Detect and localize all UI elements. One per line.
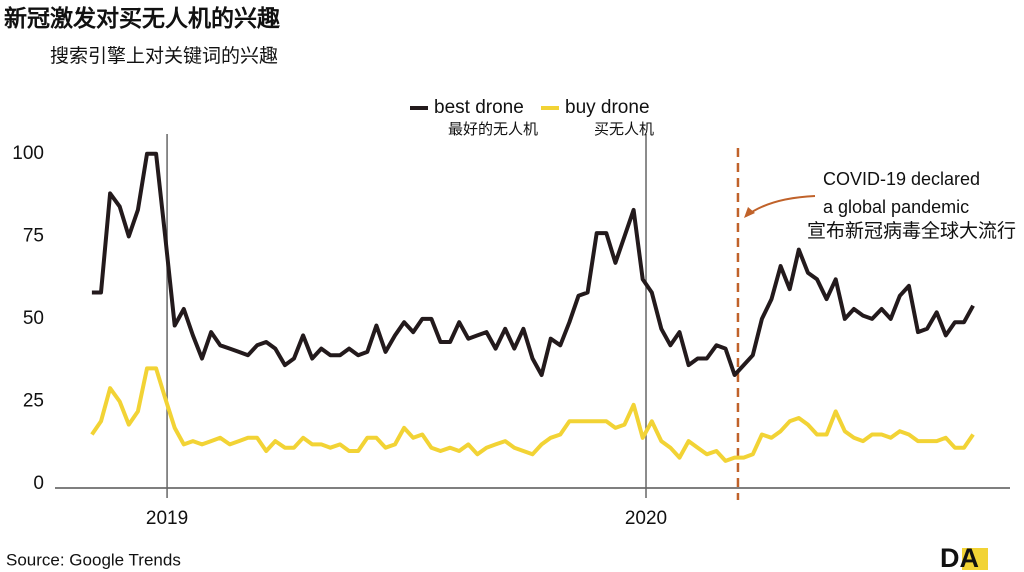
legend-label: best drone [434, 97, 524, 118]
legend-label-zh: 最好的无人机 [448, 121, 538, 138]
chart-subtitle: 搜索引擎上对关键词的兴趣 [50, 45, 278, 67]
x-tick-label: 2019 [146, 508, 188, 529]
y-tick-label: 0 [33, 473, 44, 494]
x-tick-label: 2020 [625, 508, 667, 529]
logo: DA [940, 543, 979, 572]
y-tick-label: 50 [23, 308, 44, 329]
logo-bg [962, 548, 988, 570]
annotation-arrow [745, 195, 816, 217]
event-label: COVID-19 declared [823, 169, 980, 189]
annotation-arrowhead [744, 207, 755, 218]
y-tick-label: 75 [23, 225, 44, 246]
series-line [90, 366, 975, 463]
legend-label-zh: 买无人机 [594, 121, 654, 138]
event-label: a global pandemic [823, 197, 969, 217]
series-line [91, 151, 975, 377]
source: Source: Google Trends [6, 550, 181, 569]
event-label-zh: 宣布新冠病毒全球大流行 [807, 220, 1016, 242]
y-tick-label: 100 [12, 143, 44, 164]
chart-title: 新冠激发对买无人机的兴趣 [4, 5, 281, 31]
legend-label: buy drone [565, 97, 650, 118]
y-tick-label: 25 [23, 390, 44, 411]
